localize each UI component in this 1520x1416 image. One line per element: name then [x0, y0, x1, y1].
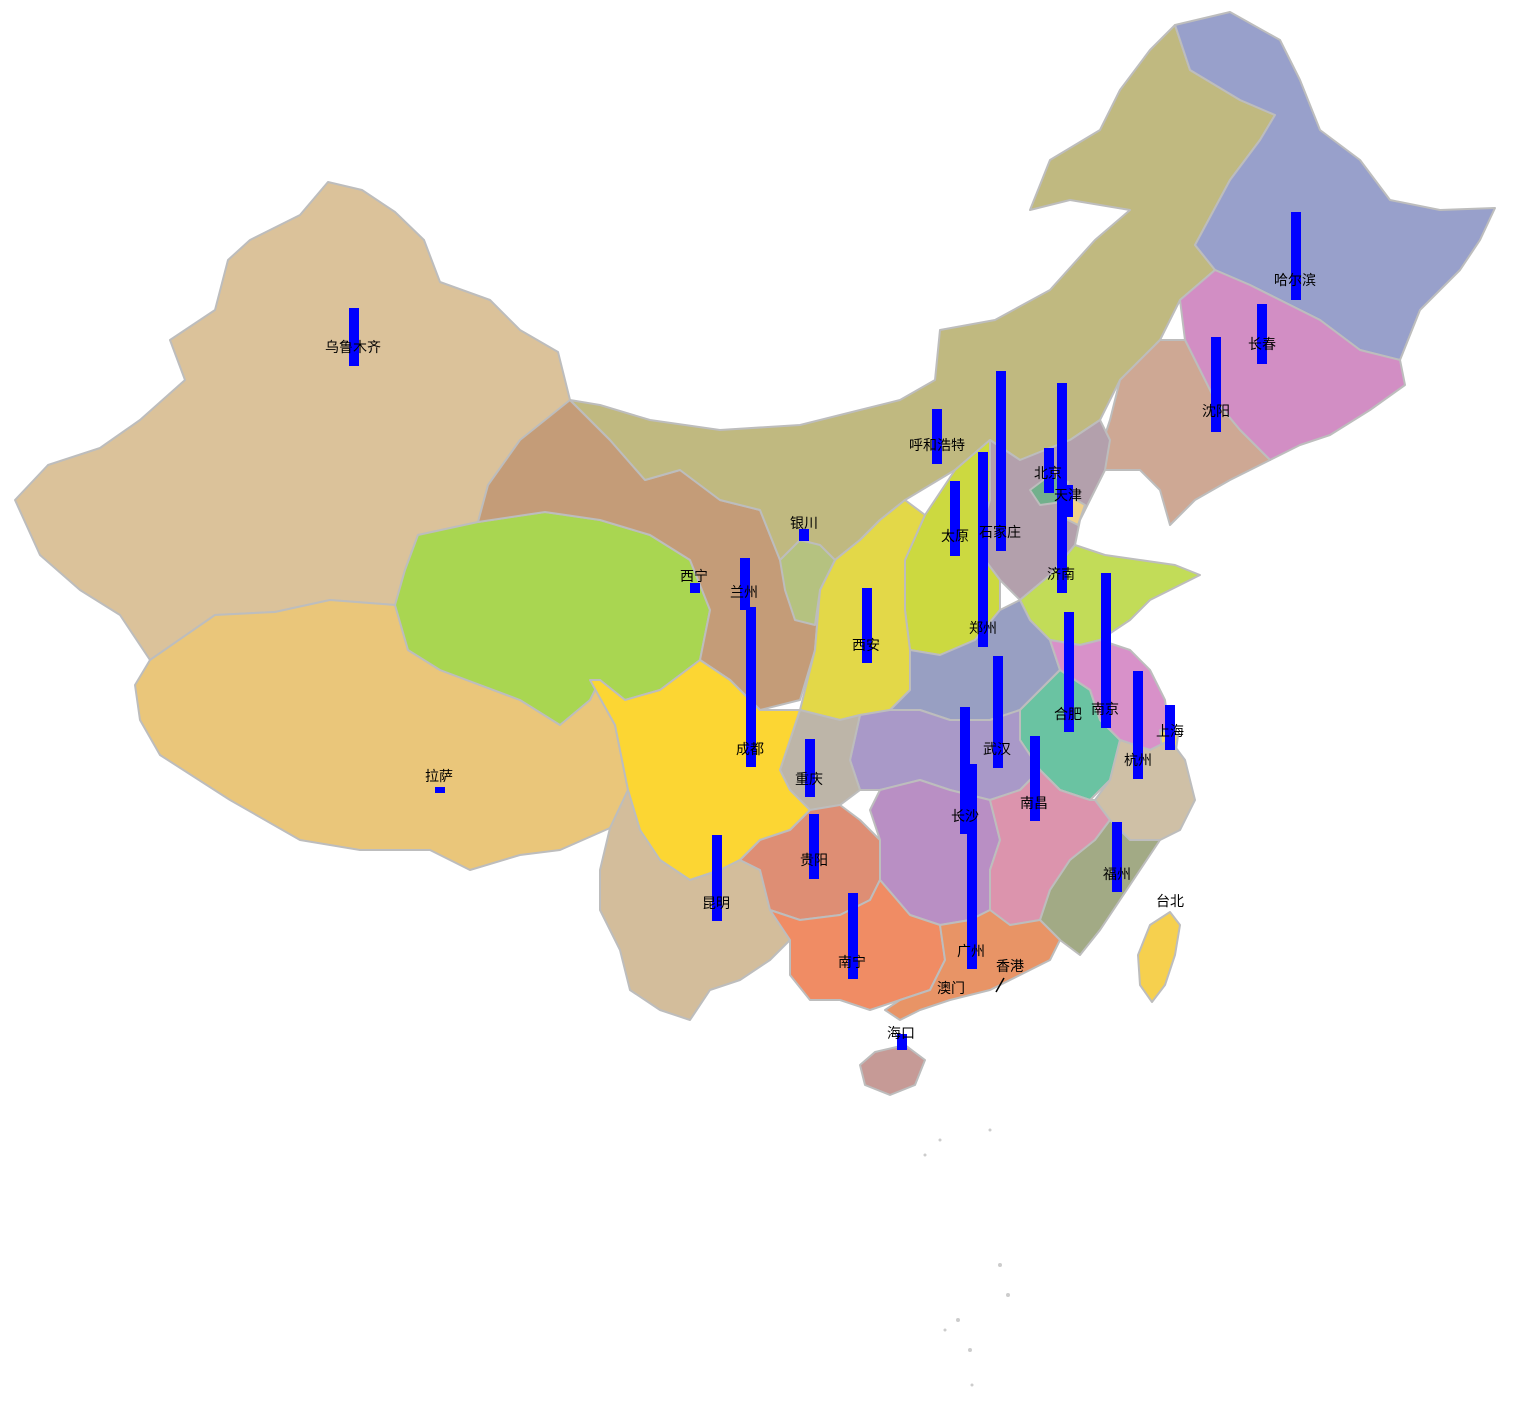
- city-label-3: 兰州: [730, 585, 758, 601]
- bar-8: [996, 371, 1006, 551]
- island-dot: [923, 1153, 927, 1157]
- bar-22: [1064, 612, 1074, 732]
- bar-18: [967, 764, 977, 969]
- city-label-23: 南京: [1091, 702, 1119, 718]
- city-label-21: 南昌: [1020, 796, 1048, 812]
- city-label-10: 济南: [1047, 567, 1075, 583]
- bar-28: [1211, 337, 1221, 432]
- city-label-24: 杭州: [1124, 753, 1152, 769]
- label-layer: 乌鲁木齐拉萨西宁兰州银川呼和浩特北京天津石家庄太原济南郑州西安成都重庆贵阳昆明南…: [325, 273, 1316, 1042]
- city-label-4: 银川: [790, 516, 818, 532]
- city-label-7: 天津: [1054, 488, 1082, 504]
- bar-30: [1291, 212, 1301, 300]
- bar-14: [805, 739, 815, 797]
- city-label-0: 乌鲁木齐: [325, 340, 381, 356]
- bar-7: [1063, 485, 1073, 517]
- bar-26: [1112, 822, 1122, 892]
- city-label-18: 广州: [957, 944, 985, 960]
- island-dot: [1006, 1293, 1010, 1297]
- city-label-30: 哈尔滨: [1274, 273, 1316, 289]
- city-label-5: 呼和浩特: [909, 438, 965, 454]
- bar-17: [848, 893, 858, 979]
- bar-10: [1057, 383, 1067, 593]
- city-label-25: 上海: [1156, 724, 1184, 740]
- city-label-32: 香港: [996, 959, 1024, 975]
- bar-12: [862, 588, 872, 663]
- city-label-29: 长春: [1248, 337, 1276, 353]
- bar-4: [799, 529, 809, 541]
- bar-11: [978, 452, 988, 647]
- province-fujian: [1039, 819, 1161, 956]
- bar-20: [993, 656, 1003, 768]
- province-ningxia: [779, 539, 836, 626]
- island-dot: [998, 1263, 1002, 1267]
- bar-19: [960, 707, 970, 834]
- city-label-12: 西安: [852, 638, 880, 654]
- province-taiwan: [1137, 911, 1181, 1003]
- province-yunnan: [599, 789, 791, 1021]
- city-label-16: 昆明: [702, 896, 730, 912]
- city-label-9: 太原: [941, 529, 969, 545]
- bar-2: [690, 583, 700, 593]
- bar-27: [897, 1034, 907, 1050]
- city-label-33: 澳门: [937, 981, 965, 997]
- city-label-1: 拉萨: [425, 769, 453, 785]
- bar-23: [1101, 573, 1111, 728]
- bar-25: [1165, 705, 1175, 750]
- bar-layer: [349, 212, 1301, 1050]
- bar-0: [349, 308, 359, 366]
- city-label-19: 长沙: [951, 809, 979, 825]
- province-hubei: [849, 709, 1041, 801]
- bar-1: [435, 787, 445, 793]
- bar-21: [1030, 736, 1040, 821]
- bar-3: [740, 558, 750, 610]
- city-label-17: 南宁: [838, 954, 866, 971]
- bar-6: [1044, 448, 1054, 493]
- city-label-27: 海口: [887, 1026, 915, 1042]
- bar-9: [950, 481, 960, 556]
- island-dot: [943, 1328, 947, 1332]
- city-label-26: 福州: [1103, 867, 1131, 883]
- city-label-28: 沈阳: [1202, 404, 1230, 420]
- island-dot: [938, 1138, 942, 1142]
- city-label-22: 合肥: [1054, 707, 1082, 723]
- city-label-20: 武汉: [983, 742, 1011, 758]
- city-label-6: 北京: [1034, 466, 1062, 482]
- bar-5: [932, 409, 942, 464]
- hong-kong-leader-line: [995, 977, 1005, 993]
- island-dot: [968, 1348, 972, 1352]
- island-dot: [970, 1383, 974, 1387]
- bar-24: [1133, 671, 1143, 779]
- city-label-15: 贵阳: [800, 853, 828, 869]
- city-label-2: 西宁: [680, 568, 708, 585]
- city-label-11: 郑州: [969, 621, 997, 637]
- province-layer: [14, 11, 1496, 1096]
- city-label-31: 台北: [1156, 894, 1184, 910]
- island-dot: [956, 1318, 960, 1322]
- city-label-8: 石家庄: [979, 524, 1021, 541]
- bar-13: [746, 607, 756, 767]
- city-label-14: 重庆: [795, 772, 823, 788]
- bar-29: [1257, 304, 1267, 364]
- province-hainan: [859, 1044, 926, 1096]
- island-dot: [988, 1128, 992, 1132]
- city-label-13: 成都: [736, 742, 764, 758]
- bar-15: [809, 814, 819, 879]
- islands-layer: [923, 1128, 1010, 1387]
- bar-16: [712, 835, 722, 921]
